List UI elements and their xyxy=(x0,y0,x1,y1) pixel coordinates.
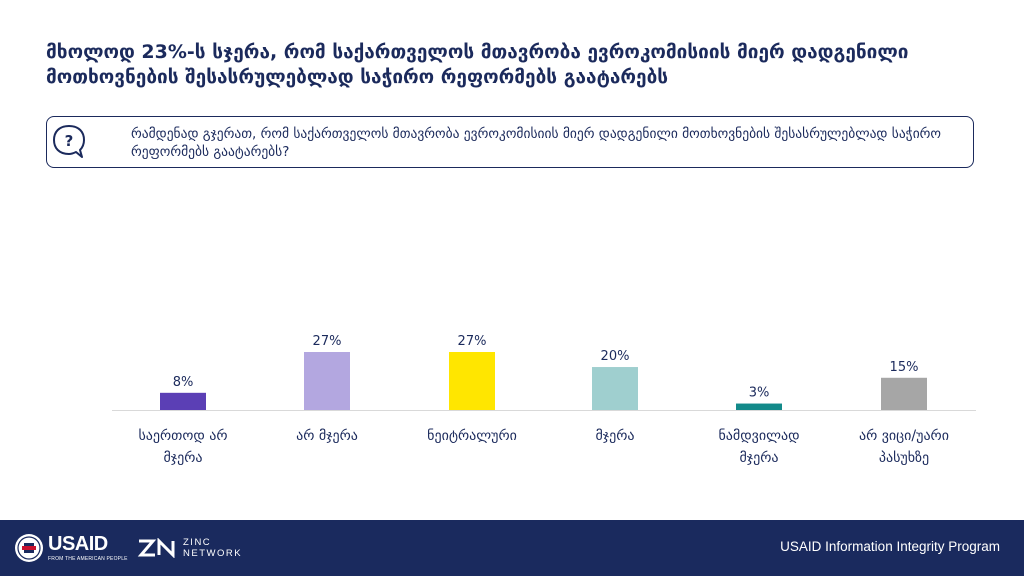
category-label-0-line-0: საერთოდ არ xyxy=(138,427,227,444)
category-label-2: ნეიტრალური xyxy=(427,427,517,444)
category-label-4-line-0: ნამდვილად xyxy=(718,428,799,444)
question-box: ? რამდენად გჯერათ, რომ საქართველოს მთავრ… xyxy=(46,116,974,168)
zinc-logo-line1: ZINC xyxy=(183,537,212,548)
footer-bar: USAID FROM THE AMERICAN PEOPLE ZINC NETW… xyxy=(0,520,1024,576)
bar-4 xyxy=(736,403,782,410)
usaid-logo: USAID xyxy=(48,533,108,555)
data-label-4: 3% xyxy=(749,386,770,401)
bar-chart: 8% საერთოდ არ მჯერა 27% არ მჯერა 27% ნეიტრალურ… xyxy=(112,334,976,466)
bar-1 xyxy=(304,352,350,410)
category-label-4: ნამდვილად მჯერა xyxy=(718,428,799,466)
data-label-1: 27% xyxy=(313,334,342,349)
survey-question: რამდენად გჯერათ, რომ საქართველოს მთავრობ… xyxy=(131,126,942,160)
category-label-0: საერთოდ არ მჯერა xyxy=(138,427,227,466)
zinc-network-mark-icon xyxy=(137,538,175,558)
category-label-5: არ ვიცი/უარი პასუხზე xyxy=(859,427,949,466)
category-label-1: არ მჯერა xyxy=(296,427,358,444)
data-label-3: 20% xyxy=(601,349,630,364)
data-label-5: 15% xyxy=(890,360,919,375)
category-label-3: მჯერა xyxy=(595,427,634,444)
zinc-logo-line2: NETWORK xyxy=(183,548,243,559)
zinc-network-logo: ZINC NETWORK xyxy=(183,537,242,559)
category-label-5-line-1: პასუხზე xyxy=(879,450,929,466)
category-label-4-line-1: მჯერა xyxy=(739,449,778,466)
bar-3 xyxy=(592,367,638,410)
page-title: მხოლოდ 23%-ს სჯერა, რომ საქართველოს მთავ… xyxy=(46,41,909,88)
data-label-0: 8% xyxy=(173,375,194,390)
bar-2 xyxy=(449,352,495,410)
category-label-0-line-1: მჯერა xyxy=(163,449,202,466)
bar-5 xyxy=(881,377,927,410)
category-label-2-line-0: ნეიტრალური xyxy=(427,427,517,444)
question-speech-bubble-icon: ? xyxy=(53,125,85,158)
category-label-1-line-0: არ მჯერა xyxy=(296,427,358,444)
usaid-tagline: FROM THE AMERICAN PEOPLE xyxy=(48,556,128,562)
usaid-seal-icon xyxy=(15,534,43,562)
data-label-2: 27% xyxy=(458,334,487,349)
svg-text:?: ? xyxy=(65,132,74,150)
bar-0 xyxy=(160,392,206,410)
program-name: USAID Information Integrity Program xyxy=(780,539,1000,554)
category-label-5-line-0: არ ვიცი/უარი xyxy=(859,427,949,444)
category-label-3-line-0: მჯერა xyxy=(595,427,634,444)
